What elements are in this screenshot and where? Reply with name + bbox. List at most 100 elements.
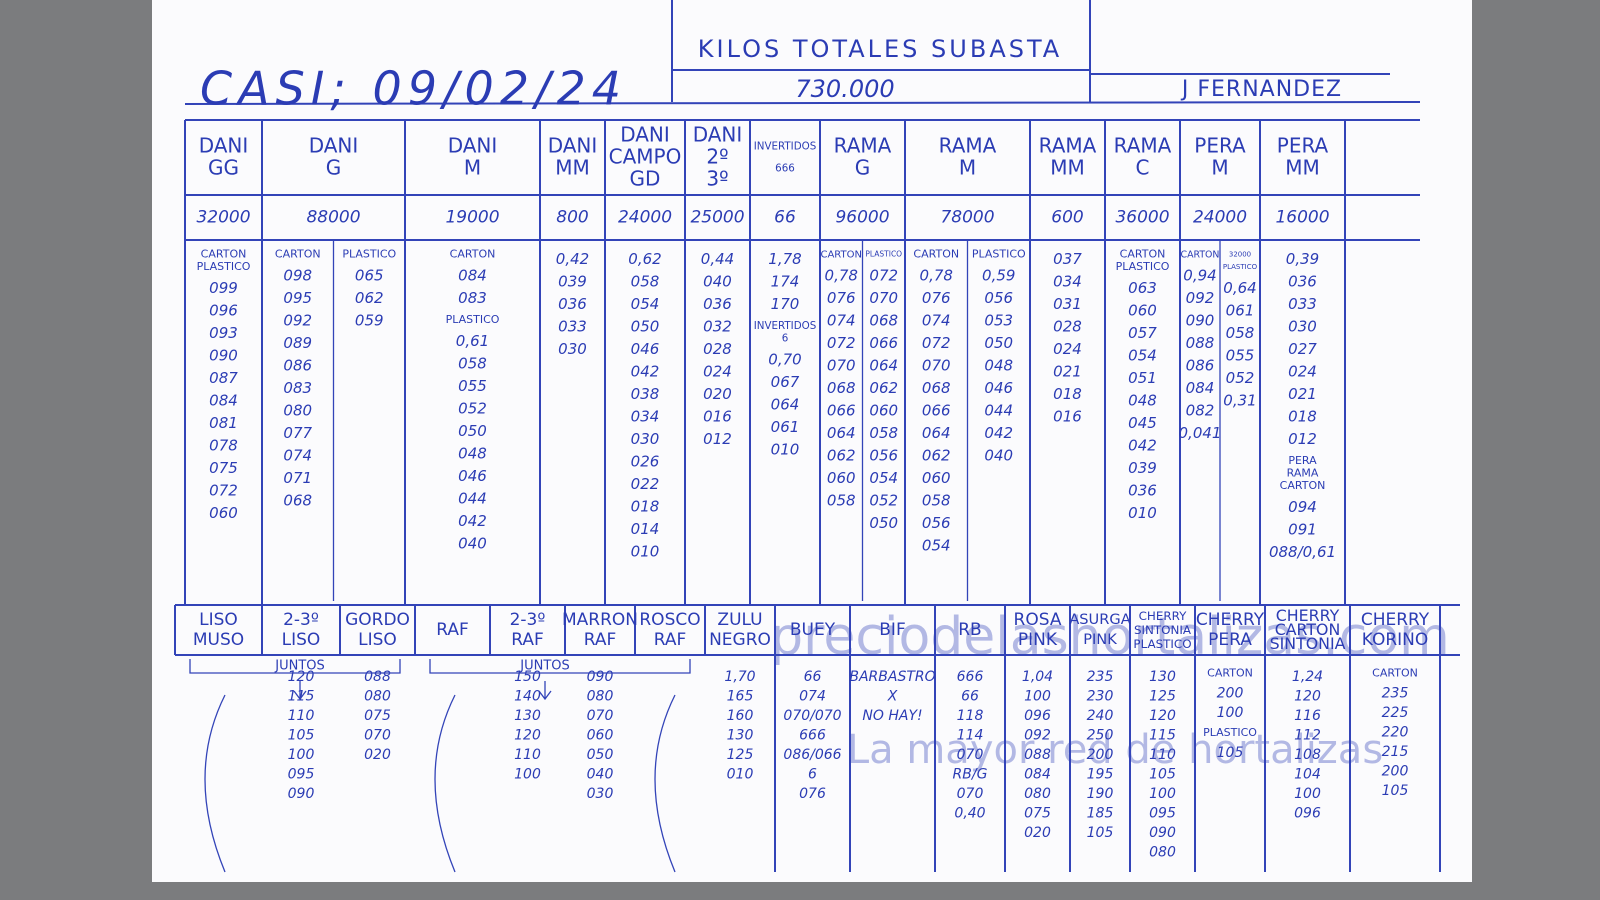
- label-word: LISO: [358, 630, 397, 650]
- entry: 185: [1087, 805, 1114, 821]
- entry: 170: [771, 295, 800, 313]
- entry: 076: [827, 289, 856, 307]
- label-word: RB: [958, 620, 981, 640]
- label-word: DANI: [620, 122, 670, 146]
- entry: 0,39: [1286, 250, 1319, 268]
- entry: 090: [587, 669, 614, 685]
- entry: 040: [587, 766, 614, 782]
- entry: 0,94: [1183, 266, 1216, 284]
- entry: 012: [1288, 430, 1317, 448]
- label-word: SINTONIA: [1270, 634, 1346, 653]
- entry: 024: [1288, 362, 1317, 380]
- entry: 042: [984, 424, 1013, 442]
- entry: 020: [364, 747, 391, 763]
- entry: 070/070: [783, 708, 841, 724]
- entry: 058: [458, 355, 487, 373]
- entry: 235: [1382, 685, 1409, 701]
- column-label: INVERTIDOS 666: [754, 141, 817, 175]
- entry: 093: [209, 324, 238, 342]
- entry: 125: [1149, 688, 1176, 704]
- label-word: GD: [630, 166, 661, 190]
- label-word: CARTON: [820, 249, 862, 260]
- entry: 060: [869, 401, 898, 419]
- label-word: MARRON: [562, 610, 638, 630]
- entry: 070: [957, 786, 984, 802]
- entry: 045: [1128, 414, 1157, 432]
- column-total: 16000: [1275, 208, 1329, 228]
- entry: 018: [1288, 407, 1317, 425]
- label-word: CARTON: [1120, 247, 1166, 260]
- entry: 058: [1226, 324, 1255, 342]
- entry: 062: [827, 446, 856, 464]
- column-total: 78000: [940, 208, 994, 228]
- entry: 037: [1053, 250, 1082, 268]
- entry: 080: [283, 401, 312, 419]
- label-word: RAF: [584, 630, 617, 650]
- column-label: DANI GG: [199, 133, 249, 179]
- column-label: LISO MUSO: [193, 610, 244, 650]
- entry: 064: [827, 424, 856, 442]
- group-heading: PLASTICO: [1203, 726, 1257, 739]
- entry: 058: [869, 424, 898, 442]
- entry: 100: [514, 766, 541, 782]
- entry: 024: [1053, 340, 1082, 358]
- header-box: [184, 0, 1421, 105]
- entry: 021: [1053, 362, 1082, 380]
- entry: 012: [703, 430, 732, 448]
- entry: 051: [1128, 369, 1157, 387]
- subasta-total: 730.000: [795, 75, 894, 103]
- entry: 120: [514, 727, 541, 743]
- entry: 062: [922, 446, 951, 464]
- entry: 087: [209, 369, 238, 387]
- entry: 0,78: [825, 266, 858, 284]
- entry: 036: [1288, 272, 1317, 290]
- entry: 200: [1087, 747, 1114, 763]
- entry: 033: [558, 317, 587, 335]
- label-word: RAMA: [834, 133, 892, 157]
- column-label: DANI CAMPO GD: [609, 122, 682, 190]
- column-label: MARRON RAF: [562, 610, 638, 650]
- entry: 068: [827, 379, 856, 397]
- column-total: 19000: [445, 208, 499, 228]
- label-word: 2º: [706, 144, 728, 168]
- group-heading: PLASTICO: [342, 247, 396, 260]
- entry: 200: [1217, 685, 1244, 701]
- entry: 066: [922, 401, 951, 419]
- entry: 110: [1149, 747, 1176, 763]
- entry: 084: [209, 392, 238, 410]
- group-heading: CARTON: [1181, 249, 1220, 260]
- entry: 110: [514, 747, 541, 763]
- column-label: RAMA MM: [1039, 133, 1097, 179]
- label-word: INVERTIDOS: [754, 141, 817, 153]
- entry: 034: [631, 407, 660, 425]
- label-word: CARTON: [1181, 249, 1220, 260]
- entry: 036: [558, 295, 587, 313]
- entry: 030: [631, 430, 660, 448]
- entry: 105: [1149, 766, 1176, 782]
- entry: 048: [1128, 392, 1157, 410]
- label-word: PINK: [1018, 630, 1058, 650]
- entry: 042: [458, 512, 487, 530]
- entry: 080: [1149, 844, 1176, 860]
- column-label: 2-3º LISO: [282, 610, 321, 650]
- entry: 057: [1128, 324, 1157, 342]
- entry: 040: [984, 446, 1013, 464]
- entry: 084: [1024, 766, 1051, 782]
- column-total: 24000: [1193, 208, 1247, 228]
- label-word: DANI: [693, 122, 743, 146]
- label-word: LISO: [199, 610, 238, 630]
- entry: 021: [1288, 385, 1317, 403]
- entry: 220: [1382, 724, 1409, 740]
- column-label: PERA MM: [1277, 133, 1329, 179]
- entry: 235: [1087, 669, 1114, 685]
- entry: 016: [703, 407, 732, 425]
- entry: 084: [458, 266, 487, 284]
- entry: 070: [869, 289, 898, 307]
- label-word: ROSCO: [639, 610, 700, 630]
- label-word: PERA: [1277, 133, 1329, 157]
- entry: 054: [922, 536, 951, 554]
- label-word: M: [959, 155, 976, 179]
- label-word: ASURGA: [1069, 611, 1130, 628]
- entry: 195: [1087, 766, 1114, 782]
- column-label: DANI MM: [548, 133, 598, 179]
